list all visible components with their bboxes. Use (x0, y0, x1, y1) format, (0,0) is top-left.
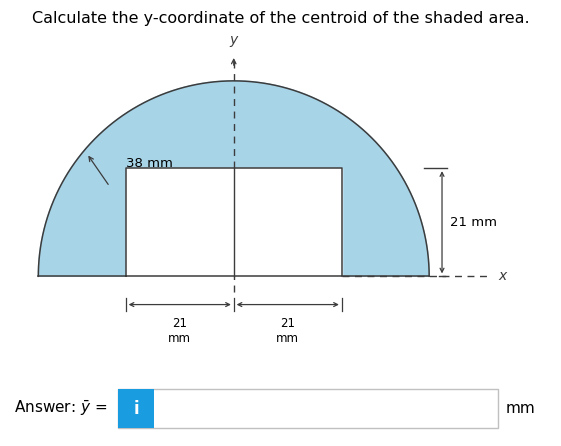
Text: 21
mm: 21 mm (276, 318, 299, 346)
Bar (118, 389, 154, 428)
Text: x: x (499, 269, 507, 283)
Text: 21 mm: 21 mm (450, 216, 496, 229)
Text: Calculate the y-coordinate of the centroid of the shaded area.: Calculate the y-coordinate of the centro… (31, 11, 530, 26)
Text: Answer: $\bar{y}$ =: Answer: $\bar{y}$ = (14, 399, 107, 418)
Text: y: y (229, 33, 238, 47)
Bar (118, 389, 498, 428)
Text: 21
mm: 21 mm (168, 318, 191, 346)
Text: mm: mm (506, 401, 536, 416)
Polygon shape (126, 168, 342, 276)
Polygon shape (38, 81, 429, 276)
Text: i: i (133, 400, 139, 417)
Text: 38 mm: 38 mm (126, 157, 173, 169)
